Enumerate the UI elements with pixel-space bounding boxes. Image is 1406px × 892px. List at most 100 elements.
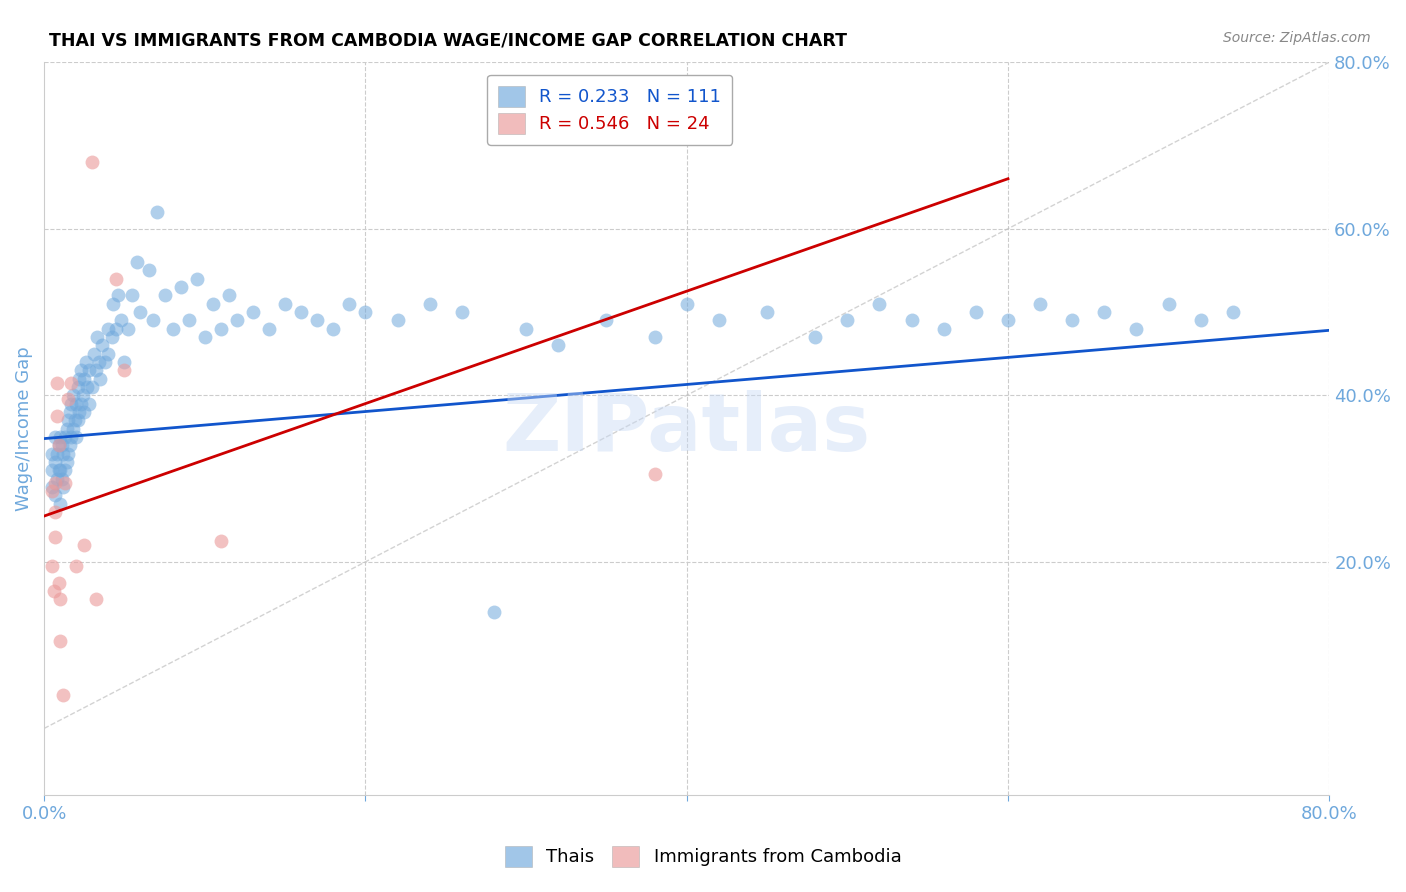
- Point: [53, 475, 76, 490]
- Point: [82, 380, 104, 394]
- Point: [63, 413, 86, 427]
- Point: [60, 376, 83, 390]
- Point: [49, 634, 72, 648]
- Point: [644, 330, 666, 344]
- Point: [997, 313, 1019, 327]
- Point: [387, 313, 409, 327]
- Point: [41, 559, 63, 574]
- Point: [97, 321, 120, 335]
- Point: [44, 530, 66, 544]
- Point: [117, 321, 139, 335]
- Point: [201, 296, 224, 310]
- Point: [49, 430, 72, 444]
- Point: [44, 475, 66, 490]
- Point: [72, 388, 94, 402]
- Point: [707, 313, 730, 327]
- Point: [73, 371, 96, 385]
- Point: [1029, 296, 1052, 310]
- Point: [965, 305, 987, 319]
- Point: [225, 313, 247, 327]
- Point: [209, 321, 232, 335]
- Point: [169, 280, 191, 294]
- Point: [65, 559, 87, 574]
- Point: [66, 380, 89, 394]
- Point: [55, 421, 77, 435]
- Point: [103, 296, 125, 310]
- Point: [869, 296, 891, 310]
- Point: [60, 396, 83, 410]
- Point: [932, 321, 955, 335]
- Point: [44, 430, 66, 444]
- Point: [60, 430, 83, 444]
- Text: THAI VS IMMIGRANTS FROM CAMBODIA WAGE/INCOME GAP CORRELATION CHART: THAI VS IMMIGRANTS FROM CAMBODIA WAGE/IN…: [49, 31, 848, 49]
- Point: [110, 313, 132, 327]
- Point: [55, 455, 77, 469]
- Point: [42, 584, 65, 599]
- Point: [51, 438, 73, 452]
- Point: [547, 338, 569, 352]
- Point: [51, 472, 73, 486]
- Point: [1157, 296, 1180, 310]
- Point: [107, 288, 129, 302]
- Point: [100, 330, 122, 344]
- Point: [242, 305, 264, 319]
- Point: [450, 305, 472, 319]
- Point: [58, 447, 80, 461]
- Point: [1062, 313, 1084, 327]
- Point: [322, 321, 344, 335]
- Point: [62, 421, 84, 435]
- Point: [44, 505, 66, 519]
- Point: [1222, 305, 1244, 319]
- Point: [290, 305, 312, 319]
- Point: [138, 263, 160, 277]
- Point: [49, 497, 72, 511]
- Point: [515, 321, 537, 335]
- Point: [46, 409, 69, 423]
- Point: [218, 288, 240, 302]
- Point: [49, 592, 72, 607]
- Point: [46, 376, 69, 390]
- Point: [75, 355, 97, 369]
- Point: [756, 305, 779, 319]
- Point: [59, 405, 82, 419]
- Text: ZIPatlas: ZIPatlas: [502, 390, 870, 467]
- Point: [1189, 313, 1212, 327]
- Point: [97, 346, 120, 360]
- Point: [48, 463, 70, 477]
- Point: [595, 313, 617, 327]
- Point: [46, 472, 69, 486]
- Point: [46, 447, 69, 461]
- Point: [73, 538, 96, 552]
- Point: [105, 321, 128, 335]
- Point: [59, 438, 82, 452]
- Point: [69, 371, 91, 385]
- Point: [89, 371, 111, 385]
- Point: [62, 388, 84, 402]
- Point: [73, 405, 96, 419]
- Point: [84, 592, 107, 607]
- Point: [675, 296, 697, 310]
- Point: [83, 346, 105, 360]
- Point: [65, 396, 87, 410]
- Point: [644, 467, 666, 482]
- Point: [804, 330, 827, 344]
- Point: [41, 484, 63, 499]
- Text: Source: ZipAtlas.com: Source: ZipAtlas.com: [1223, 31, 1371, 45]
- Point: [58, 392, 80, 407]
- Point: [121, 288, 143, 302]
- Point: [86, 330, 108, 344]
- Point: [114, 363, 136, 377]
- Point: [162, 321, 184, 335]
- Point: [209, 534, 232, 549]
- Point: [194, 330, 217, 344]
- Point: [94, 355, 117, 369]
- Point: [69, 405, 91, 419]
- Point: [48, 575, 70, 590]
- Point: [52, 688, 75, 702]
- Point: [66, 413, 89, 427]
- Point: [837, 313, 859, 327]
- Point: [41, 480, 63, 494]
- Point: [70, 396, 93, 410]
- Point: [419, 296, 441, 310]
- Legend: Thais, Immigrants from Cambodia: Thais, Immigrants from Cambodia: [498, 838, 908, 874]
